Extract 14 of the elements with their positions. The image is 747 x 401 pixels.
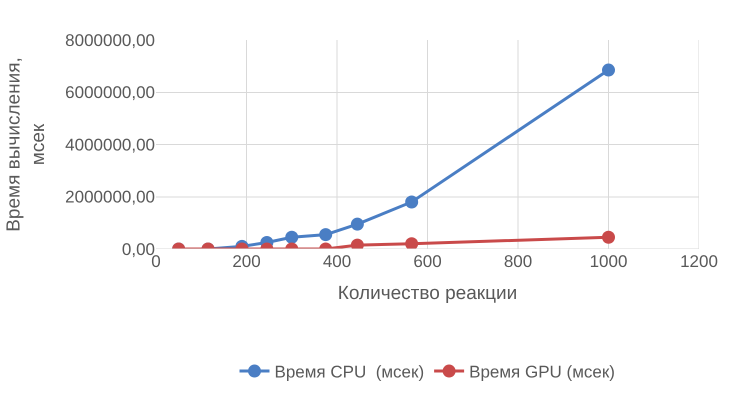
legend-label: Время CPU (мсек) (274, 362, 424, 382)
x-axis-title: Количество реакции (338, 282, 518, 304)
y-tick-label: 8000000,00 (65, 30, 155, 50)
y-tick-label: 2000000,00 (65, 188, 155, 207)
x-tick-label: 1200 (680, 252, 718, 271)
x-tick-label: 600 (413, 252, 442, 271)
legend-label: Время GPU (мсек) (469, 362, 615, 382)
x-tick-label: 800 (504, 252, 532, 271)
x-tick-label: 1000 (590, 252, 628, 271)
x-tick-label: 200 (232, 252, 261, 271)
y-axis-title: Время вычисления, мсек (3, 57, 50, 232)
x-tick-label: 400 (322, 252, 352, 271)
y-tick-label: 6000000,00 (65, 83, 155, 102)
y-tick-label: 4000000,00 (65, 135, 155, 154)
